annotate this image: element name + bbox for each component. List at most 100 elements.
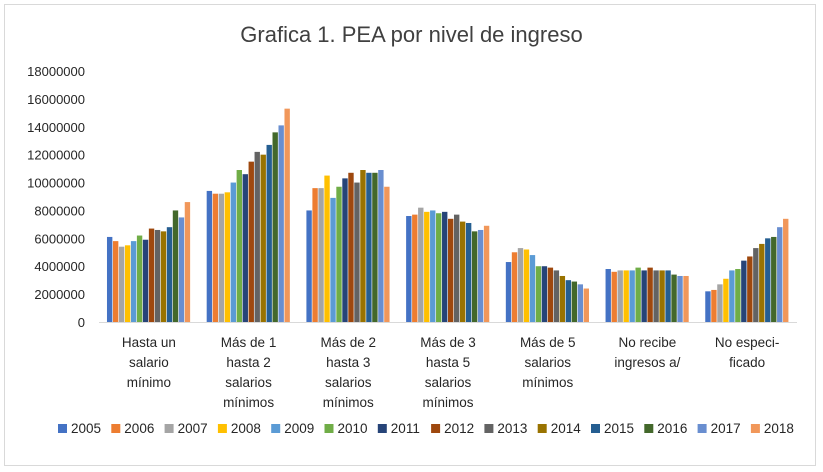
bar bbox=[112, 241, 119, 322]
legend-swatch bbox=[591, 424, 600, 433]
legend-item: 2018 bbox=[750, 421, 794, 436]
x-axis: Hasta un salario mínimo Más de 1 hasta 2 sala… bbox=[99, 322, 797, 410]
bar bbox=[541, 266, 548, 322]
bar bbox=[184, 202, 191, 322]
bar bbox=[747, 256, 753, 322]
bar bbox=[436, 213, 442, 322]
bar bbox=[118, 246, 125, 322]
bar bbox=[342, 178, 348, 322]
bar bbox=[517, 248, 524, 322]
y-tick-label: 8000000 bbox=[34, 203, 85, 218]
legend-item: 2009 bbox=[271, 421, 314, 436]
bar bbox=[378, 170, 384, 322]
bar bbox=[448, 218, 454, 322]
legend-label: 2009 bbox=[284, 421, 314, 436]
bar bbox=[717, 284, 723, 322]
bar bbox=[453, 214, 460, 322]
y-tick-label: 14000000 bbox=[27, 120, 85, 135]
bar bbox=[553, 270, 560, 322]
category-label: No recibe ingresos a/ bbox=[614, 335, 680, 370]
bar bbox=[424, 211, 430, 322]
bar bbox=[535, 266, 542, 322]
bar bbox=[442, 211, 448, 322]
legend-label: 2006 bbox=[124, 421, 154, 436]
bar bbox=[741, 260, 747, 322]
bar bbox=[565, 280, 572, 322]
bar bbox=[523, 249, 530, 322]
bar bbox=[142, 239, 149, 322]
legend-label: 2018 bbox=[764, 421, 794, 436]
bar bbox=[623, 270, 629, 322]
bar bbox=[306, 210, 312, 322]
legend-item: 2017 bbox=[697, 421, 741, 436]
bar bbox=[677, 275, 683, 322]
bar bbox=[430, 210, 436, 322]
legend-swatch bbox=[377, 424, 387, 433]
legend-item: 2007 bbox=[164, 421, 208, 436]
bar bbox=[571, 281, 578, 322]
bar bbox=[130, 241, 137, 322]
bar bbox=[659, 270, 665, 322]
bar bbox=[617, 270, 623, 322]
bar bbox=[641, 270, 647, 322]
bar bbox=[266, 144, 272, 322]
category-label: Hasta un salario mínimo bbox=[122, 335, 176, 390]
bar bbox=[735, 269, 741, 322]
bar bbox=[577, 284, 584, 322]
legend-item: 2014 bbox=[537, 421, 581, 436]
bar bbox=[278, 125, 284, 322]
category-label: Más de 1 hasta 2 salarios mínimos bbox=[221, 335, 277, 410]
bar bbox=[459, 221, 466, 322]
legend-swatch bbox=[644, 424, 654, 433]
bar bbox=[248, 161, 254, 322]
bar bbox=[511, 252, 518, 322]
bar bbox=[505, 262, 512, 322]
legend-swatch bbox=[750, 424, 760, 433]
bar bbox=[218, 193, 225, 322]
bar bbox=[765, 238, 771, 322]
bar bbox=[611, 271, 617, 322]
bars bbox=[106, 108, 789, 323]
bar bbox=[705, 291, 711, 322]
bar bbox=[412, 214, 418, 322]
legend-swatch bbox=[537, 424, 547, 433]
bar bbox=[372, 172, 378, 322]
bar bbox=[559, 275, 566, 322]
legend-label: 2008 bbox=[231, 421, 261, 436]
y-tick-label: 6000000 bbox=[34, 231, 85, 246]
y-tick-label: 4000000 bbox=[34, 259, 85, 274]
bar bbox=[148, 228, 155, 322]
bar bbox=[647, 267, 653, 322]
legend-swatch bbox=[58, 424, 67, 433]
bar bbox=[635, 267, 641, 322]
legend-swatch bbox=[217, 424, 227, 433]
legend-item: 2011 bbox=[377, 421, 420, 436]
bar bbox=[665, 270, 671, 322]
chart-title: Grafica 1. PEA por nivel de ingreso bbox=[240, 22, 583, 47]
bar bbox=[605, 269, 611, 322]
bar bbox=[230, 182, 236, 322]
legend-label: 2011 bbox=[391, 421, 420, 436]
legend-label: 2007 bbox=[178, 421, 208, 436]
legend-item: 2008 bbox=[217, 421, 261, 436]
bar bbox=[318, 188, 324, 322]
bar bbox=[771, 236, 777, 322]
bar bbox=[729, 270, 735, 322]
legend-item: 2015 bbox=[591, 421, 634, 436]
bar bbox=[254, 151, 260, 322]
bar bbox=[629, 270, 635, 322]
y-tick-label: 10000000 bbox=[27, 176, 85, 191]
bar bbox=[366, 172, 372, 322]
bar bbox=[136, 235, 143, 322]
legend-item: 2005 bbox=[58, 421, 101, 436]
legend-swatch bbox=[484, 424, 494, 433]
bar bbox=[284, 108, 290, 323]
bar bbox=[124, 245, 131, 322]
bar bbox=[236, 170, 242, 322]
bar bbox=[178, 217, 185, 322]
legend-label: 2013 bbox=[497, 421, 527, 436]
bar bbox=[224, 192, 231, 322]
bar bbox=[324, 175, 330, 322]
bar bbox=[330, 197, 336, 322]
